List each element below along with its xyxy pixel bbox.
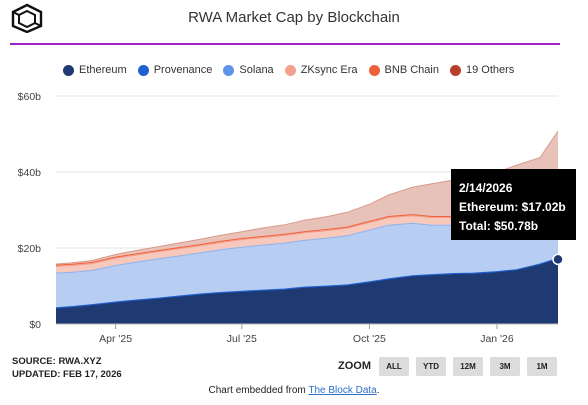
y-tick-label: $60b <box>18 91 42 103</box>
y-tick-label: $20b <box>18 243 42 255</box>
line-series-ethereum <box>55 258 559 310</box>
y-tick-label: $0 <box>29 319 41 331</box>
source-text: SOURCE: RWA.XYZ <box>12 356 102 367</box>
area-series-solana <box>56 223 558 308</box>
line-series-provenance <box>55 257 559 309</box>
x-tick-label: Apr '25 <box>99 333 132 345</box>
legend-label: BNB Chain <box>384 64 439 76</box>
y-tick-label: $40b <box>18 167 42 179</box>
embed-suffix: . <box>376 385 380 396</box>
zoom-1m-button[interactable]: 1M <box>527 357 557 376</box>
the-block-data-link[interactable]: The Block Data <box>308 385 377 396</box>
legend-swatch <box>63 64 74 76</box>
blockchain-cube-logo <box>10 3 44 34</box>
area-series-ethereum <box>56 259 558 324</box>
legend-item-ethereum[interactable]: Ethereum <box>63 64 127 76</box>
zoom-all-button[interactable]: ALL <box>379 357 409 376</box>
legend-label: Ethereum <box>79 64 127 76</box>
updated-text: UPDATED: FEB 17, 2026 <box>12 369 122 380</box>
legend-label: ZKsync Era <box>300 64 358 76</box>
zoom-12m-button[interactable]: 12M <box>453 357 483 376</box>
chart-title: RWA Market Cap by Blockchain <box>188 9 400 26</box>
legend-swatch <box>449 64 461 76</box>
embed-credit: Chart embedded from The Block Data. <box>0 385 588 396</box>
title-divider <box>10 43 560 45</box>
legend-swatch <box>368 64 380 76</box>
x-tick-label: Jul '25 <box>227 333 257 345</box>
legend-item-provenance[interactable]: Provenance <box>137 64 213 76</box>
legend-item-19-others[interactable]: 19 Others <box>449 64 515 76</box>
legend-swatch <box>284 64 296 76</box>
highlight-point <box>552 253 564 266</box>
chart-tooltip: 2/14/2026 Ethereum: $17.02b Total: $50.7… <box>451 169 576 240</box>
chart-footer: SOURCE: RWA.XYZ UPDATED: FEB 17, 2026 <box>12 355 122 381</box>
tooltip-date: 2/14/2026 <box>459 181 513 195</box>
legend-label: Solana <box>239 64 274 76</box>
zoom-ytd-button[interactable]: YTD <box>416 357 446 376</box>
legend-swatch <box>137 64 149 76</box>
legend-item-bnb-chain[interactable]: BNB Chain <box>368 64 439 76</box>
legend-label: Provenance <box>153 64 213 76</box>
zoom-label: ZOOM <box>338 360 371 372</box>
tooltip-total: Total: $50.78b <box>459 219 539 233</box>
legend-item-zksync-era[interactable]: ZKsync Era <box>284 64 358 76</box>
x-tick-label: Oct '25 <box>353 333 386 345</box>
zoom-3m-button[interactable]: 3M <box>490 357 520 376</box>
embed-prefix: Chart embedded from <box>208 385 309 396</box>
x-tick-label: Jan '26 <box>480 333 514 345</box>
tooltip-series-value: Ethereum: $17.02b <box>459 200 566 214</box>
legend-swatch <box>223 64 235 76</box>
legend-item-solana[interactable]: Solana <box>223 64 274 76</box>
legend-label: 19 Others <box>465 64 515 76</box>
chart-legend: Ethereum Provenance Solana ZKsync Era BNB Ch… <box>63 64 525 76</box>
